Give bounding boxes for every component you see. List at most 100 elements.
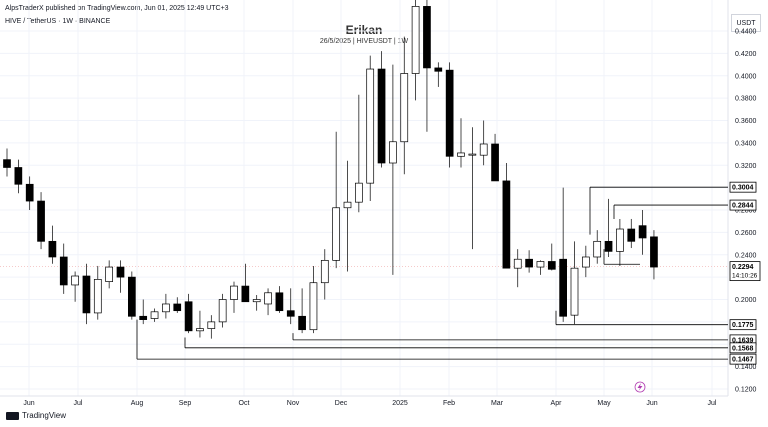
time-tick-label: Oct — [239, 400, 250, 407]
price-tick-label: 0.3600 — [735, 118, 757, 125]
level-price-tag-label: 0.1775 — [732, 322, 754, 329]
currency-unit-label[interactable]: USDT — [731, 14, 761, 32]
time-tick-label: 2025 — [392, 400, 408, 407]
candle-body[interactable] — [513, 258, 522, 269]
candle-body[interactable] — [241, 285, 250, 303]
time-tick-label: Aug — [131, 400, 144, 407]
time-tick-label: May — [597, 400, 611, 407]
price-tick-label: 0.2400 — [735, 252, 757, 259]
current-price-tag — [729, 261, 761, 282]
level-price-tag — [729, 181, 757, 193]
candle-body[interactable] — [400, 73, 409, 143]
price-tick-label: 0.4000 — [735, 73, 757, 80]
time-tick-label: Apr — [551, 400, 563, 407]
tradingview-logo-icon — [6, 411, 19, 420]
time-tick-label: Jun — [646, 400, 657, 407]
candle-body[interactable] — [230, 285, 238, 300]
candle-body[interactable] — [116, 266, 125, 278]
candle-body[interactable] — [468, 153, 477, 156]
tradingview-brand-label: TradingView — [22, 411, 67, 420]
price-tick-label: 0.4400 — [735, 29, 757, 36]
time-tick-label: Jul — [74, 400, 83, 407]
candle-body[interactable] — [547, 261, 556, 270]
price-tick-label: 0.2800 — [735, 208, 757, 215]
candle-body[interactable] — [389, 141, 397, 164]
candle-body[interactable] — [37, 200, 45, 242]
price-tick-label: 0.3800 — [735, 96, 757, 103]
candle-body[interactable] — [445, 69, 454, 157]
tradingview-brand[interactable]: TradingView — [6, 411, 66, 420]
candle-body[interactable] — [581, 256, 590, 268]
candle-body[interactable] — [536, 261, 545, 268]
price-tick-label: 0.2600 — [735, 230, 757, 237]
time-tick-label: Mar — [491, 400, 504, 407]
symbol-title: HIVE / TetherUS · 1W · BINANCE — [5, 18, 111, 25]
candle-body[interactable] — [93, 279, 102, 314]
price-tick-label: 0.3400 — [735, 140, 757, 147]
candle-body[interactable] — [570, 267, 579, 316]
candle-body[interactable] — [616, 228, 624, 252]
candle-body[interactable] — [162, 303, 170, 313]
time-tick-label: Jul — [708, 400, 717, 407]
candle-body[interactable] — [286, 310, 295, 317]
level-price-tag-label: 0.1568 — [732, 345, 754, 352]
price-tick-label: 0.2000 — [735, 297, 757, 304]
candle-body[interactable] — [457, 152, 465, 157]
bar-countdown-label: 14:10:26 — [732, 273, 758, 280]
time-tick-label: Nov — [287, 400, 300, 407]
candle-body[interactable] — [525, 258, 533, 268]
candle-body[interactable] — [491, 143, 499, 182]
candle-body[interactable] — [434, 67, 443, 72]
candle-body[interactable] — [309, 282, 318, 331]
candle-body[interactable] — [638, 225, 647, 239]
candle-body[interactable] — [173, 303, 182, 312]
candle-body[interactable] — [139, 315, 148, 320]
level-price-tag-label: 0.2844 — [732, 203, 754, 210]
current-price-label: 0.2294 — [732, 264, 754, 271]
candle-body[interactable] — [593, 240, 602, 258]
candle-body[interactable] — [366, 68, 375, 184]
candle-body[interactable] — [82, 275, 91, 314]
candle-body[interactable] — [207, 321, 216, 329]
candle-body[interactable] — [275, 292, 284, 312]
candle-body[interactable] — [604, 240, 613, 252]
candle-body[interactable] — [184, 301, 193, 332]
candle-body[interactable] — [332, 207, 340, 261]
candle-body[interactable] — [355, 182, 363, 203]
candle-body[interactable] — [559, 258, 568, 317]
candle-body[interactable] — [59, 256, 68, 286]
candle-body[interactable] — [71, 275, 79, 286]
candle-body[interactable] — [423, 6, 431, 69]
level-price-tag-label: 0.3004 — [732, 185, 754, 192]
candle-body[interactable] — [320, 259, 329, 284]
level-price-tag — [729, 199, 757, 211]
candle-body[interactable] — [502, 180, 511, 269]
candle-body[interactable] — [627, 228, 636, 242]
time-tick-label: Jun — [23, 400, 34, 407]
candle-body[interactable] — [298, 315, 306, 331]
watermark-subtitle: 26/5/2025 | HIVEUSDT | 1W — [319, 38, 409, 45]
candle-body[interactable] — [650, 236, 658, 268]
candle-body[interactable] — [479, 143, 488, 156]
candle-body[interactable] — [218, 299, 227, 323]
candle-body[interactable] — [105, 266, 114, 282]
candle-body[interactable] — [128, 276, 136, 317]
candle-body[interactable] — [377, 68, 386, 164]
candle-body[interactable] — [411, 6, 420, 74]
watermark-author: Erikan — [345, 23, 383, 37]
candle-body[interactable] — [264, 292, 272, 305]
candle-body[interactable] — [150, 311, 159, 319]
level-price-tag — [729, 353, 757, 365]
candle-body[interactable] — [48, 240, 57, 258]
candle-body[interactable] — [196, 328, 204, 332]
candle-body[interactable] — [14, 167, 23, 185]
price-tick-label: 0.4200 — [735, 51, 757, 58]
level-price-tag-label: 0.1639 — [732, 337, 754, 344]
candle-body[interactable] — [25, 183, 34, 202]
price-tick-label: 0.3200 — [735, 163, 757, 170]
candle-body[interactable] — [252, 299, 261, 303]
candle-body[interactable] — [343, 201, 352, 209]
candle-body[interactable] — [3, 159, 11, 168]
level-price-tag — [729, 319, 757, 331]
